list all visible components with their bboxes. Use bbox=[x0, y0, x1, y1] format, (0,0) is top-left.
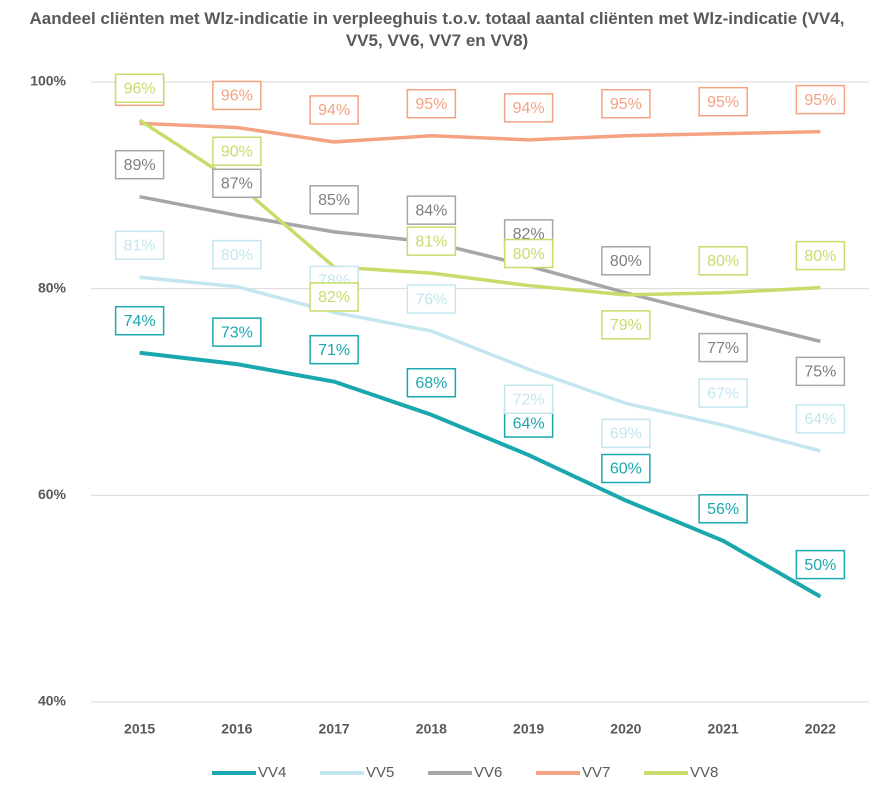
data-label: 80% bbox=[513, 246, 545, 263]
data-label-box bbox=[309, 95, 359, 125]
data-label: 79% bbox=[610, 317, 642, 334]
data-label-box bbox=[698, 246, 748, 276]
x-tick-label: 2021 bbox=[708, 721, 739, 737]
legend-label: VV7 bbox=[582, 764, 610, 781]
data-label: 64% bbox=[513, 415, 545, 432]
x-tick-label: 2018 bbox=[416, 721, 447, 737]
data-label: 90% bbox=[221, 143, 253, 160]
data-label-box bbox=[406, 226, 457, 256]
line bbox=[139, 194, 821, 344]
data-label-box bbox=[212, 168, 262, 199]
data-label-box bbox=[212, 136, 262, 167]
data-label-box bbox=[114, 305, 165, 336]
data-label: 85% bbox=[318, 192, 350, 209]
legend-label: VV8 bbox=[690, 764, 718, 781]
data-label-box bbox=[114, 73, 165, 103]
data-label: 80% bbox=[804, 248, 836, 265]
data-label-box bbox=[212, 239, 262, 270]
y-tick-label: 40% bbox=[38, 693, 67, 709]
data-label-box bbox=[698, 378, 748, 408]
data-label: 81% bbox=[124, 238, 156, 255]
data-label: 77% bbox=[707, 340, 739, 357]
data-label: 56% bbox=[707, 501, 739, 518]
data-label: 76% bbox=[415, 291, 447, 308]
data-label-box bbox=[601, 88, 651, 119]
data-label: 95% bbox=[804, 92, 836, 109]
data-label: 95% bbox=[707, 94, 739, 111]
data-label: 95% bbox=[415, 96, 447, 113]
x-tick-label: 2017 bbox=[319, 721, 350, 737]
data-label: 80% bbox=[221, 247, 253, 264]
data-label-box bbox=[212, 317, 262, 347]
data-label-box bbox=[503, 93, 554, 123]
data-label: 68% bbox=[415, 375, 447, 392]
data-label-box bbox=[601, 418, 651, 449]
data-label: 87% bbox=[221, 176, 253, 193]
data-label-box bbox=[406, 88, 457, 119]
x-tick-label: 2015 bbox=[124, 721, 155, 737]
data-label: 50% bbox=[804, 557, 836, 574]
data-label: 75% bbox=[804, 364, 836, 381]
legend-label: VV5 bbox=[366, 764, 394, 781]
data-label: 72% bbox=[513, 391, 545, 408]
data-label-box bbox=[212, 80, 262, 111]
data-label: 94% bbox=[318, 102, 350, 119]
data-label-box bbox=[309, 185, 359, 215]
data-label: 96% bbox=[221, 88, 253, 105]
data-label-box bbox=[601, 246, 651, 276]
data-label-box bbox=[795, 84, 846, 115]
data-label-box bbox=[795, 240, 846, 271]
x-tick-label: 2019 bbox=[513, 721, 544, 737]
data-label-box bbox=[406, 284, 457, 314]
data-label-box bbox=[601, 310, 651, 340]
data-label-box bbox=[795, 356, 846, 387]
data-label: 60% bbox=[610, 461, 642, 478]
line bbox=[139, 275, 821, 453]
x-tick-label: 2020 bbox=[610, 721, 641, 737]
data-label: 94% bbox=[513, 100, 545, 117]
line bbox=[139, 121, 821, 144]
data-label: 82% bbox=[318, 289, 350, 306]
y-tick-label: 80% bbox=[38, 279, 67, 295]
data-label: 80% bbox=[610, 253, 642, 270]
data-label: 80% bbox=[707, 253, 739, 270]
data-label-box bbox=[114, 149, 165, 180]
data-label-box bbox=[795, 404, 846, 434]
y-tick-label: 60% bbox=[38, 486, 67, 502]
data-label-box bbox=[503, 384, 554, 415]
y-tick-label: 100% bbox=[30, 73, 66, 89]
data-label: 73% bbox=[221, 324, 253, 341]
data-label-box bbox=[601, 453, 651, 484]
data-label-box bbox=[698, 332, 748, 363]
data-label: 64% bbox=[804, 411, 836, 428]
data-label-box bbox=[503, 238, 554, 269]
x-tick-label: 2022 bbox=[805, 721, 836, 737]
chart-title: Aandeel cliënten met Wlz-indicatie in ve… bbox=[29, 9, 845, 50]
data-label-box bbox=[406, 195, 457, 225]
data-label: 84% bbox=[415, 202, 447, 219]
data-label: 89% bbox=[124, 157, 156, 174]
data-label-box bbox=[406, 367, 457, 398]
data-label: 81% bbox=[415, 233, 447, 250]
data-label: 69% bbox=[610, 426, 642, 443]
legend-label: VV6 bbox=[474, 764, 502, 781]
data-label-box bbox=[795, 549, 846, 580]
data-label: 71% bbox=[318, 342, 350, 359]
data-label: 95% bbox=[610, 96, 642, 113]
data-label-box bbox=[698, 86, 748, 117]
data-label-box bbox=[309, 334, 359, 365]
data-label: 96% bbox=[124, 80, 156, 97]
legend-label: VV4 bbox=[258, 764, 286, 781]
data-label: 74% bbox=[124, 313, 156, 330]
data-label: 67% bbox=[707, 385, 739, 402]
data-label-box bbox=[114, 230, 165, 261]
x-tick-label: 2016 bbox=[221, 721, 252, 737]
data-label-box bbox=[698, 494, 748, 524]
line bbox=[139, 350, 822, 599]
data-label-box bbox=[309, 282, 359, 312]
